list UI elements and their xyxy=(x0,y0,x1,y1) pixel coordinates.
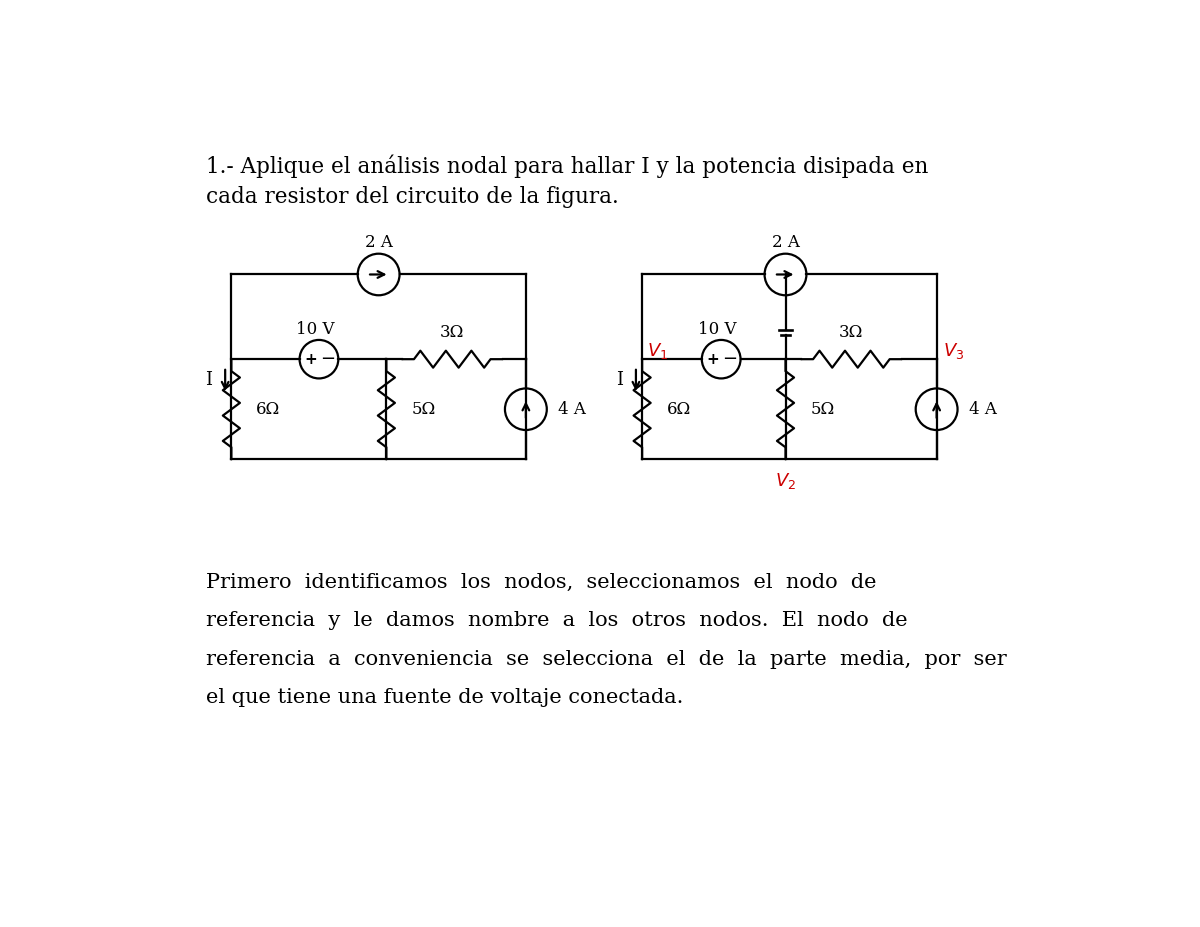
Text: cada resistor del circuito de la figura.: cada resistor del circuito de la figura. xyxy=(206,186,618,209)
Text: 3Ω: 3Ω xyxy=(440,324,464,341)
Text: −: − xyxy=(320,350,335,368)
Text: 6Ω: 6Ω xyxy=(667,400,691,418)
Text: I: I xyxy=(616,372,623,389)
Text: Primero  identificamos  los  nodos,  seleccionamos  el  nodo  de: Primero identificamos los nodos, selecci… xyxy=(206,573,876,592)
Text: 2 A: 2 A xyxy=(365,234,392,250)
Text: +: + xyxy=(305,351,317,367)
Text: referencia  y  le  damos  nombre  a  los  otros  nodos.  El  nodo  de: referencia y le damos nombre a los otros… xyxy=(206,612,907,630)
Text: $V_3$: $V_3$ xyxy=(943,341,964,362)
Text: 4 A: 4 A xyxy=(970,400,997,418)
Text: 1.- Aplique el análisis nodal para hallar I y la potencia disipada en: 1.- Aplique el análisis nodal para halla… xyxy=(206,155,928,178)
Text: 10 V: 10 V xyxy=(296,322,335,338)
Text: referencia  a  conveniencia  se  selecciona  el  de  la  parte  media,  por  ser: referencia a conveniencia se selecciona … xyxy=(206,650,1007,669)
Text: $V_1$: $V_1$ xyxy=(647,341,668,362)
Text: 6Ω: 6Ω xyxy=(256,400,281,418)
Text: −: − xyxy=(722,350,738,368)
Text: el que tiene una fuente de voltaje conectada.: el que tiene una fuente de voltaje conec… xyxy=(206,689,683,707)
Text: 2 A: 2 A xyxy=(772,234,799,250)
Text: 4 A: 4 A xyxy=(558,400,587,418)
Text: $V_2$: $V_2$ xyxy=(775,471,796,490)
Text: I: I xyxy=(205,372,212,389)
Text: 3Ω: 3Ω xyxy=(839,324,864,341)
Text: +: + xyxy=(707,351,720,367)
Text: 5Ω: 5Ω xyxy=(810,400,834,418)
Text: 5Ω: 5Ω xyxy=(412,400,436,418)
Text: 10 V: 10 V xyxy=(698,322,737,338)
